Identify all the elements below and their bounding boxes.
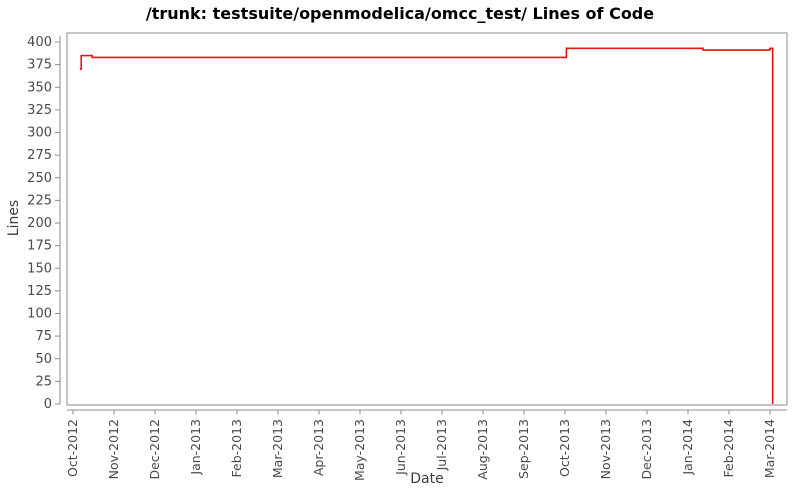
- y-tick-label: 50: [35, 352, 52, 367]
- x-tick-label: Jan-2014: [680, 419, 695, 476]
- x-tick-label: Mar-2013: [270, 419, 285, 478]
- x-tick-label: Feb-2014: [721, 419, 736, 478]
- y-tick-label: 400: [27, 35, 52, 50]
- x-tick-label: Dec-2013: [639, 419, 654, 480]
- y-tick-label: 25: [35, 374, 52, 389]
- x-tick-label: Sep-2013: [516, 419, 531, 479]
- x-tick-label: Nov-2013: [598, 419, 613, 479]
- x-tick-label: Oct-2013: [557, 419, 572, 477]
- x-axis-label: Date: [410, 471, 444, 487]
- x-tick-label: Dec-2012: [147, 419, 162, 480]
- y-tick-label: 200: [27, 216, 52, 231]
- y-tick-label: 325: [27, 103, 52, 118]
- loc-series-line: [79, 47, 774, 404]
- y-tick-label: 0: [44, 397, 52, 412]
- x-tick-label: Jun-2013: [393, 419, 408, 476]
- y-tick-label: 350: [27, 80, 52, 95]
- x-tick-label: Feb-2013: [229, 419, 244, 477]
- y-tick-label: 250: [27, 171, 52, 186]
- x-tick-label: Mar-2014: [762, 419, 777, 478]
- y-tick-label: 75: [35, 329, 52, 344]
- x-tick-label: Apr-2013: [311, 419, 326, 476]
- x-tick-label: Oct-2012: [65, 419, 80, 477]
- x-tick-label: Nov-2012: [106, 419, 121, 479]
- plot-frame: [66, 32, 788, 406]
- y-tick-label: 275: [27, 148, 52, 163]
- y-tick-label: 300: [27, 126, 52, 141]
- x-tick-label: Jan-2013: [188, 419, 203, 476]
- x-tick-label: Jul-2013: [434, 419, 449, 471]
- y-tick-label: 225: [27, 193, 52, 208]
- y-tick-label: 375: [27, 58, 52, 73]
- y-tick-label: 150: [27, 261, 52, 276]
- chart-title: /trunk: testsuite/openmodelica/omcc_test…: [145, 4, 655, 23]
- y-tick-label: 175: [27, 239, 52, 254]
- y-tick-label: 100: [27, 307, 52, 322]
- x-tick-label: Aug-2013: [475, 419, 490, 480]
- x-tick-label: May-2013: [352, 419, 367, 481]
- y-tick-label: 125: [27, 284, 52, 299]
